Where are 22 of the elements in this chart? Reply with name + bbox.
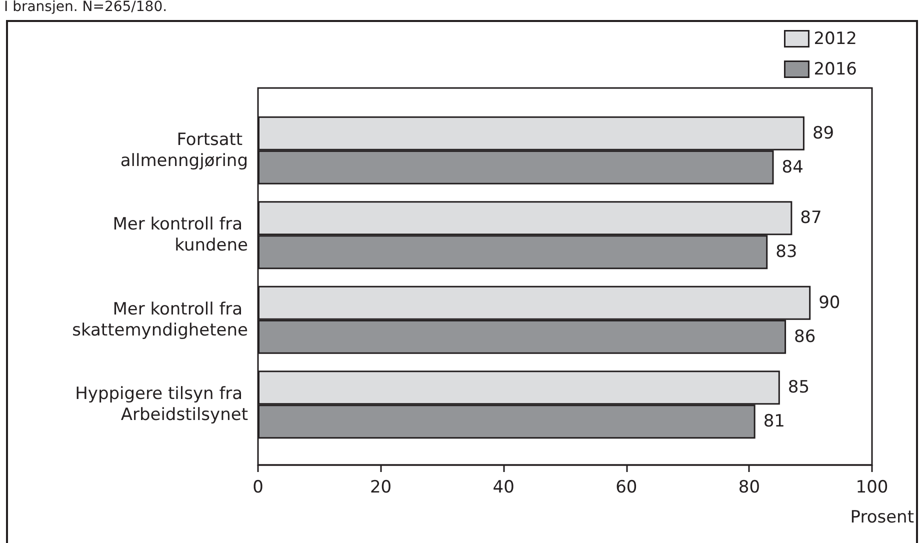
data-label: 90 (818, 292, 840, 313)
x-tick-label: 0 (252, 478, 264, 498)
data-label: 86 (794, 326, 816, 347)
data-label: 85 (788, 378, 810, 398)
y-tick-label: Hyppigere tilsyn fra Arbeidstilsynet (75, 384, 248, 426)
legend-label: 2012 (814, 28, 857, 49)
text: I bransjen. N=265/180. (4, 0, 168, 15)
y-tick-label: Fortsatt allmenngjøring (120, 130, 248, 171)
data-label: 84 (782, 157, 804, 178)
x-tick-label: 80 (738, 478, 760, 498)
x-tick-label: 100 (856, 478, 888, 498)
legend-label: 2016 (814, 59, 857, 80)
x-tick-label: 20 (370, 478, 392, 498)
y-tick-label: Mer kontroll fra skattemyndighetene (72, 299, 248, 340)
data-label: 87 (800, 208, 822, 228)
data-label: 81 (763, 412, 785, 432)
x-tick-label: 40 (492, 478, 514, 498)
data-label: 83 (776, 242, 798, 262)
y-tick-label: Mer kontroll fra kundene (112, 214, 248, 256)
x-tick-label: 60 (616, 478, 638, 498)
data-label: 89 (812, 123, 834, 144)
x-axis-title: Prosent (850, 508, 914, 528)
